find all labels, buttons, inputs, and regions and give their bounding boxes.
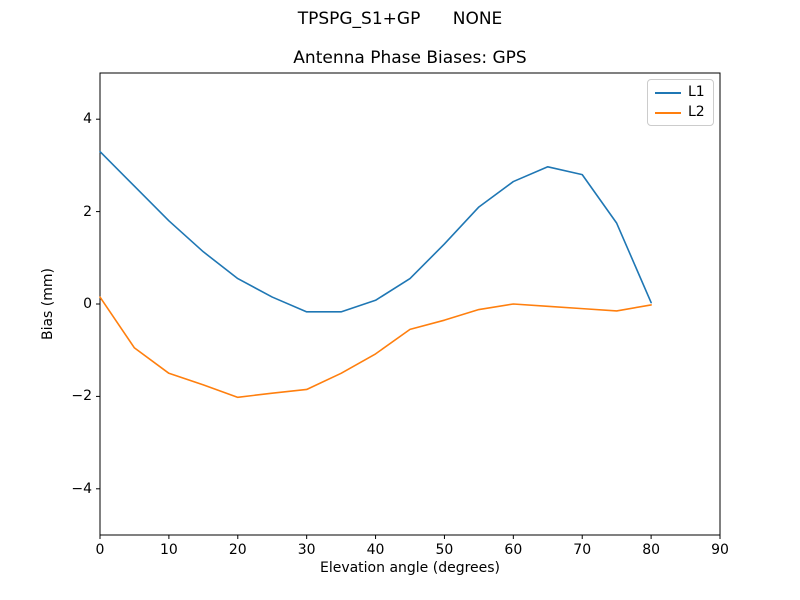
y-tick-label: 0 (83, 296, 92, 312)
legend-label-l1: L1 (688, 84, 705, 100)
x-tick-label: 40 (366, 542, 385, 558)
x-tick-label: 0 (95, 542, 105, 558)
series-line-l1 (99, 150, 652, 313)
series-line-l2 (99, 296, 652, 399)
x-tick-label: 20 (228, 542, 247, 558)
figure-suptitle: TPSPG_S1+GP NONE (297, 9, 503, 29)
legend: L1 L2 (647, 79, 714, 126)
x-tick-label: 60 (504, 542, 523, 558)
y-tick-label: −4 (71, 480, 92, 497)
legend-item-l2: L2 (655, 105, 705, 120)
l1-line-swatch (655, 91, 681, 94)
y-tick-label: 2 (83, 203, 92, 220)
x-tick-label: 10 (159, 542, 178, 558)
x-axis-label: Elevation angle (degrees) (319, 560, 501, 576)
legend-label-l2: L2 (688, 104, 705, 120)
x-tick-label: 50 (435, 542, 454, 558)
y-axis-label: Bias (mm) (40, 267, 56, 341)
x-tick-label: 30 (297, 542, 316, 558)
legend-item-l1: L1 (655, 85, 705, 100)
y-tick-label: −2 (71, 388, 92, 405)
x-tick-label: 70 (573, 542, 592, 558)
l2-line-swatch (655, 111, 681, 114)
axes-spines (99, 72, 721, 536)
y-tick-label: 4 (83, 111, 92, 128)
x-tick-label: 80 (642, 542, 661, 558)
x-tick-label: 90 (711, 542, 729, 558)
axes-title: Antenna Phase Biases: GPS (293, 48, 527, 68)
